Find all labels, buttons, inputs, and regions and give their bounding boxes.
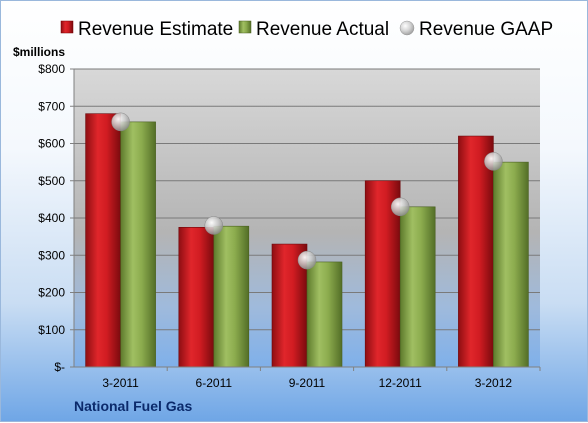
legend-swatch-estimate — [60, 20, 74, 34]
marker-revenue-gaap — [390, 197, 410, 217]
bar-revenue-actual — [213, 225, 250, 368]
x-tick-label: 12-2011 — [379, 376, 422, 390]
y-tick-label: $100 — [38, 323, 65, 337]
bar-revenue-estimate — [85, 113, 121, 368]
marker-revenue-gaap — [297, 250, 317, 270]
y-tick-label: $700 — [38, 99, 65, 113]
bar-revenue-actual — [493, 161, 529, 368]
bars — [85, 113, 529, 368]
marker-revenue-gaap — [111, 112, 130, 132]
legend-label-actual: Revenue Actual — [256, 19, 389, 40]
y-tick-label: $300 — [38, 248, 65, 262]
x-tick-label: 9-2011 — [289, 376, 326, 390]
y-axis-unit-label: $millions — [13, 45, 65, 59]
x-tick-label: 3-2011 — [102, 376, 139, 390]
marker-revenue-gaap — [204, 216, 224, 235]
y-axis-ticks: $- $100 $200 $300 $400 $500 $600 $700 $800 — [38, 62, 74, 374]
bar-revenue-actual — [399, 206, 436, 368]
legend-label-gaap: Revenue GAAP — [419, 19, 553, 40]
legend: Revenue Estimate Revenue Actual Revenue … — [60, 19, 553, 40]
company-name: National Fuel Gas — [74, 398, 193, 414]
gaap-markers — [111, 112, 503, 270]
y-tick-label: $200 — [38, 286, 65, 300]
marker-revenue-gaap — [484, 152, 503, 171]
x-axis-ticks: 3-2011 6-2011 9-2011 12-2011 3-2012 — [102, 367, 541, 390]
bar-revenue-estimate — [458, 135, 494, 368]
legend-marker-gaap — [399, 20, 415, 36]
y-tick-label: $800 — [38, 62, 65, 76]
x-tick-label: 6-2011 — [196, 376, 233, 390]
legend-swatch-actual — [238, 20, 252, 34]
y-tick-label: $- — [54, 360, 65, 374]
bar-revenue-actual — [120, 121, 156, 368]
x-tick-label: 3-2012 — [475, 376, 513, 390]
y-tick-label: $600 — [38, 137, 65, 151]
bar-revenue-estimate — [178, 227, 215, 368]
y-tick-label: $400 — [38, 211, 65, 225]
legend-label-estimate: Revenue Estimate — [78, 19, 233, 40]
y-tick-label: $500 — [38, 174, 65, 188]
bar-revenue-actual — [306, 261, 343, 368]
